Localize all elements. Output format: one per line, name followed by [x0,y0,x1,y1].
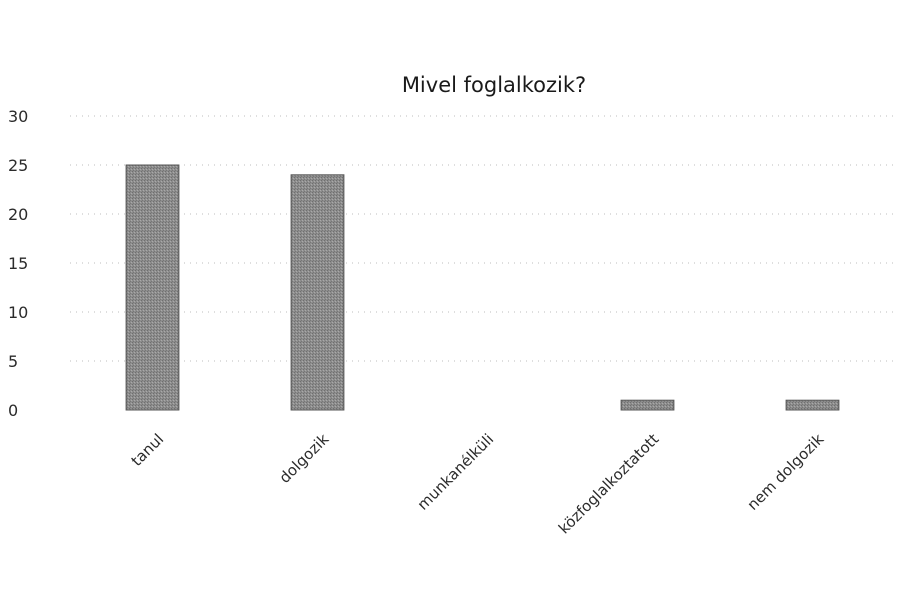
y-tick-label: 5 [8,352,18,371]
x-category-label: közfoglalkoztatott [555,430,662,537]
x-axis-labels: tanul dolgozik munkanélküli közfoglalkoztat… [128,430,828,538]
x-category-label: tanul [128,430,168,470]
bar-1 [290,174,345,411]
y-tick-label: 0 [8,401,18,420]
bar-3 [620,399,675,411]
y-tick-label: 15 [8,254,28,273]
y-tick-label: 30 [8,107,28,126]
y-axis-ticks: 0 5 10 15 20 25 30 [8,107,28,420]
x-category-label: nem dolgozik [744,430,828,514]
chart-title: Mivel foglalkozik? [402,73,586,97]
x-category-label: munkanélküli [414,430,498,514]
y-tick-label: 10 [8,303,28,322]
y-tick-label: 25 [8,156,28,175]
x-category-label: dolgozik [276,430,333,487]
bars [125,164,840,411]
bar-4 [785,399,840,411]
y-tick-label: 20 [8,205,28,224]
bar-0 [125,164,180,411]
gridlines [70,115,895,362]
